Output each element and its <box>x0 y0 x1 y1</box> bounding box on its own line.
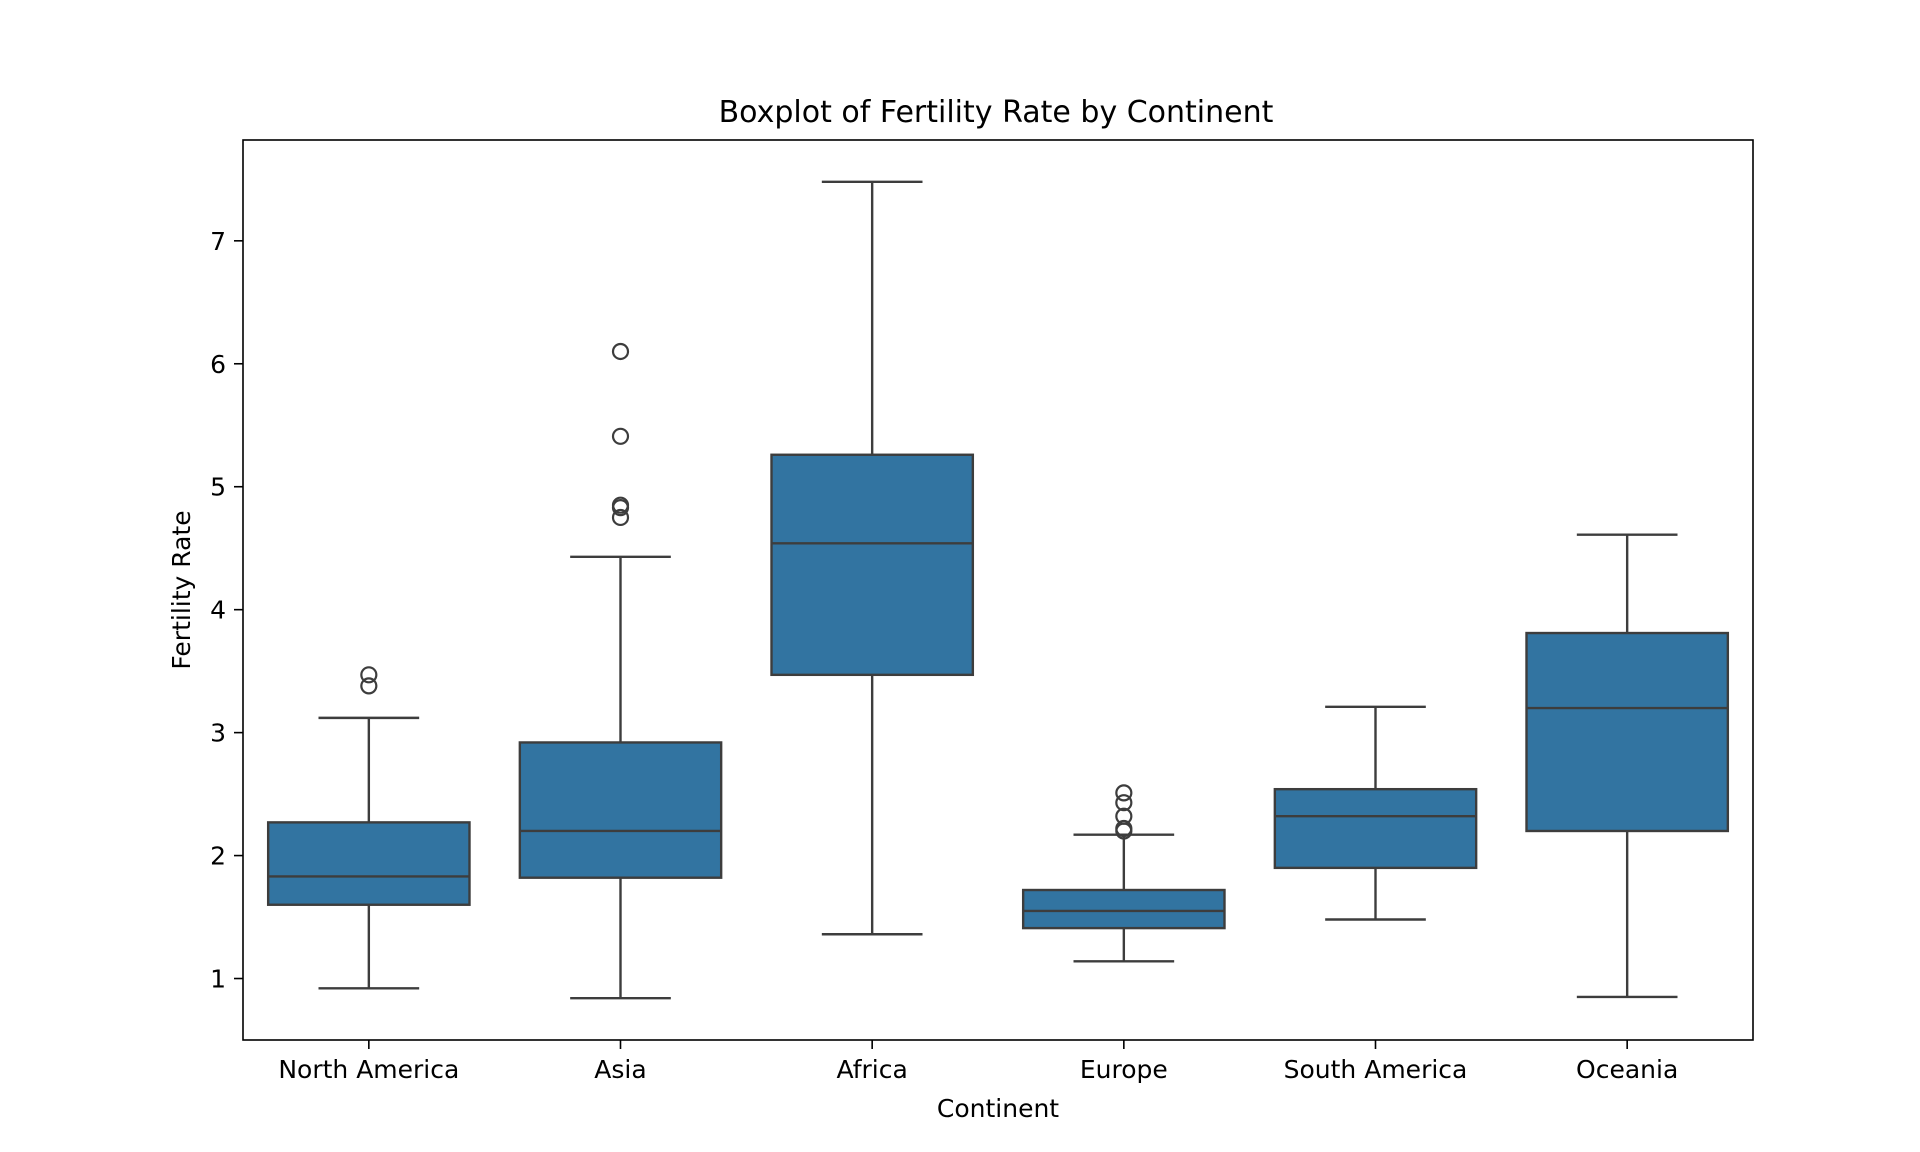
iqr-box <box>1525 631 1730 833</box>
box-group <box>770 180 975 936</box>
x-tick-label: Asia <box>594 1055 646 1084</box>
x-axis-title: Continent <box>937 1094 1059 1123</box>
box-group <box>1273 705 1478 921</box>
outlier-point <box>360 666 378 684</box>
iqr-box <box>518 741 723 879</box>
outlier-point <box>611 427 630 445</box>
x-tick-label: Europe <box>1080 1055 1168 1084</box>
y-tick-label: 1 <box>210 965 226 994</box>
iqr-box <box>1273 787 1478 870</box>
outlier-point <box>611 342 630 361</box>
y-tick-label: 6 <box>210 350 226 379</box>
box-group <box>518 342 723 1000</box>
x-axis: North America Asia Africa Europe South Ameri… <box>278 1040 1678 1084</box>
plot-area <box>266 180 1730 1000</box>
axes-frame <box>242 139 1754 1041</box>
outlier-point <box>1115 819 1133 838</box>
box-group <box>1021 784 1226 963</box>
iqr-box <box>1021 888 1226 930</box>
y-tick-label: 4 <box>210 596 226 625</box>
outlier-point <box>611 508 630 527</box>
outlier-point <box>1115 807 1133 825</box>
box-group <box>1525 533 1730 999</box>
y-tick-label: 3 <box>210 719 226 748</box>
x-tick-label: North America <box>278 1055 459 1084</box>
y-axis: 1 2 3 4 5 6 7 <box>210 227 243 994</box>
x-tick-label: Oceania <box>1576 1055 1678 1084</box>
y-axis-title: Fertility Rate <box>167 510 196 669</box>
x-tick-label: South America <box>1284 1055 1468 1084</box>
x-tick-label: Africa <box>837 1055 908 1084</box>
outlier-point <box>1115 784 1133 802</box>
y-tick-label: 2 <box>210 842 226 871</box>
iqr-box <box>266 821 471 906</box>
outlier-point <box>360 677 378 695</box>
y-tick-label: 5 <box>210 473 226 502</box>
outlier-point <box>611 496 630 514</box>
outlier-point <box>1115 794 1133 812</box>
box-group <box>266 666 471 990</box>
chart-title: Boxplot of Fertility Rate by Continent <box>719 95 1274 130</box>
iqr-box <box>770 453 975 677</box>
y-tick-label: 7 <box>210 227 226 256</box>
